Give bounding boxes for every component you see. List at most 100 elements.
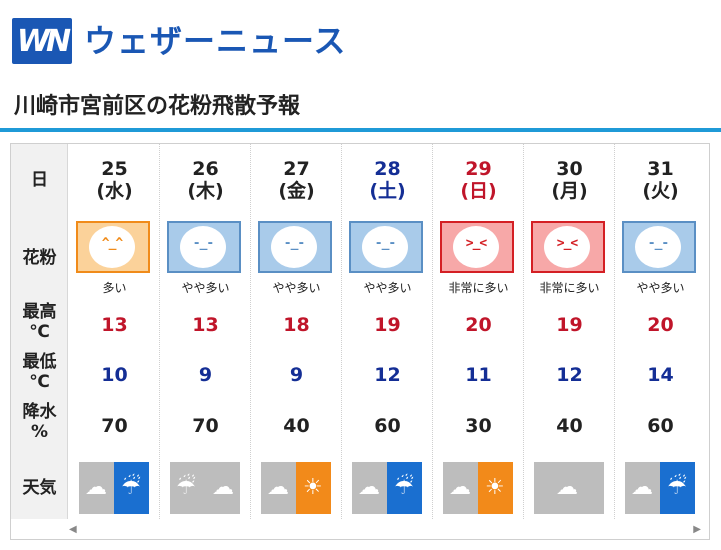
- day-date: 31 (火): [615, 158, 706, 202]
- pollen-face-icon: -_-: [167, 221, 241, 273]
- weather-right-icon: ☀: [303, 475, 323, 500]
- date-number: 28: [374, 158, 401, 180]
- cloud-then-rain-icon: ☁ ☔: [625, 462, 695, 514]
- face-expression: ^_^: [101, 236, 123, 251]
- pollen-face-icon: ^_^: [76, 221, 150, 273]
- date-weekday: (金): [278, 180, 315, 202]
- rain-label-2: %: [30, 422, 49, 442]
- weather-right-panel: ☁: [205, 462, 240, 514]
- pollen-level: 非常に多い: [539, 281, 600, 295]
- weather-right-panel: ☔: [114, 462, 149, 514]
- low-temp: 10: [101, 364, 128, 386]
- date-number: 30: [556, 158, 583, 180]
- weather-left-icon: ☁: [631, 475, 653, 500]
- day-date: 28 (土): [342, 158, 433, 202]
- brand-name[interactable]: ウェザーニュース: [84, 22, 347, 60]
- weather-right-icon: ☔: [121, 475, 141, 500]
- face-expression: -_-: [374, 236, 396, 251]
- high-temp: 20: [465, 314, 492, 336]
- day-date: 30 (月): [524, 158, 615, 202]
- high-temp-label-2: ℃: [29, 322, 50, 342]
- page-title: 川崎市宮前区の花粉飛散予報: [14, 94, 301, 119]
- rain-then-cloud-icon: ☔ ☁: [170, 462, 240, 514]
- date-number: 26: [192, 158, 219, 180]
- date-weekday: (日): [460, 180, 497, 202]
- weathernews-logo[interactable]: WN: [12, 18, 72, 64]
- pollen-face-icon: -_-: [622, 221, 696, 273]
- date-number: 27: [283, 158, 310, 180]
- high-temp: 19: [374, 314, 401, 336]
- high-temp: 18: [283, 314, 310, 336]
- day-column: 28 (土) -_- やや多い 19 12 60 ☁ ☔: [342, 144, 433, 519]
- pollen-face-icon: -_-: [258, 221, 332, 273]
- low-temp: 12: [556, 364, 583, 386]
- weather-right-icon: ☔: [394, 475, 414, 500]
- high-temp: 13: [192, 314, 219, 336]
- day-column: 30 (月) >_< 非常に多い 19 12 40 ☁: [524, 144, 615, 519]
- date-weekday: (木): [187, 180, 224, 202]
- low-temp: 9: [289, 364, 304, 386]
- date-weekday: (水): [96, 180, 133, 202]
- day-date: 27 (金): [251, 158, 342, 202]
- low-temp: 11: [465, 364, 492, 386]
- weather-left-icon: ☁: [449, 475, 471, 500]
- day-column: 31 (火) -_- やや多い 20 14 60 ☁ ☔: [615, 144, 706, 519]
- low-temp: 12: [374, 364, 401, 386]
- weather-left-icon: ☔: [176, 475, 196, 500]
- weather-right-icon: ☀: [485, 475, 505, 500]
- rain-label-1: 降水: [22, 402, 57, 422]
- weather-right-panel: ☔: [660, 462, 695, 514]
- face-expression: >_<: [556, 236, 578, 251]
- row-labels: 日 花粉 最高 ℃ 最低 ℃ 降水 % 天気: [11, 144, 68, 519]
- cloud-then-rain-icon: ☁ ☔: [352, 462, 422, 514]
- high-temp: 19: [556, 314, 583, 336]
- weather-label: 天気: [22, 478, 57, 498]
- scroll-left-icon[interactable]: ◀: [69, 524, 77, 535]
- low-temp-label-2: ℃: [29, 372, 50, 392]
- rain-chance: 60: [374, 415, 401, 437]
- weather-left-icon: ☁: [556, 475, 578, 500]
- pollen-label: 花粉: [22, 248, 57, 268]
- day-column: 25 (水) ^_^ 多い 13 10 70 ☁ ☔: [69, 144, 160, 519]
- rain-chance: 30: [465, 415, 492, 437]
- cloud-icon: ☁: [534, 462, 604, 514]
- horizontal-scrollbar[interactable]: ◀ ▶: [69, 524, 701, 535]
- forecast-table: 日 花粉 最高 ℃ 最低 ℃ 降水 % 天気 25 (水) ^_^ 多い 13 …: [10, 143, 710, 540]
- cloud-then-rain-icon: ☁ ☔: [79, 462, 149, 514]
- day-date: 29 (日): [433, 158, 524, 202]
- date-weekday: (火): [642, 180, 679, 202]
- face-expression: -_-: [283, 236, 305, 251]
- weather-right-panel: ☀: [478, 462, 513, 514]
- face-expression: >_<: [465, 236, 487, 251]
- rain-chance: 40: [283, 415, 310, 437]
- pollen-level: 多い: [102, 281, 127, 295]
- day-column: 27 (金) -_- やや多い 18 9 40 ☁ ☀: [251, 144, 342, 519]
- scroll-right-icon[interactable]: ▶: [693, 524, 701, 535]
- day-label: 日: [31, 170, 48, 190]
- face-expression: -_-: [192, 236, 214, 251]
- pollen-face-icon: >_<: [531, 221, 605, 273]
- pollen-level: やや多い: [363, 281, 412, 295]
- weather-right-panel: ☀: [296, 462, 331, 514]
- pollen-level: やや多い: [272, 281, 321, 295]
- day-date: 26 (木): [160, 158, 251, 202]
- cloud-then-sun-icon: ☁ ☀: [261, 462, 331, 514]
- day-date: 25 (水): [69, 158, 160, 202]
- weather-left-icon: ☁: [358, 475, 380, 500]
- weather-left-icon: ☁: [267, 475, 289, 500]
- site-header: WN ウェザーニュース: [0, 0, 721, 70]
- rain-chance: 60: [647, 415, 674, 437]
- rain-chance: 40: [556, 415, 583, 437]
- date-number: 25: [101, 158, 128, 180]
- weather-right-icon: ☔: [667, 475, 687, 500]
- logo-text: WN: [16, 24, 71, 59]
- rain-chance: 70: [192, 415, 219, 437]
- pollen-face-icon: -_-: [349, 221, 423, 273]
- date-weekday: (土): [369, 180, 406, 202]
- face-expression: -_-: [647, 236, 669, 251]
- low-temp: 14: [647, 364, 674, 386]
- day-column: 26 (木) -_- やや多い 13 9 70 ☔ ☁: [160, 144, 251, 519]
- high-temp-label-1: 最高: [22, 302, 57, 322]
- rain-chance: 70: [101, 415, 128, 437]
- high-temp: 20: [647, 314, 674, 336]
